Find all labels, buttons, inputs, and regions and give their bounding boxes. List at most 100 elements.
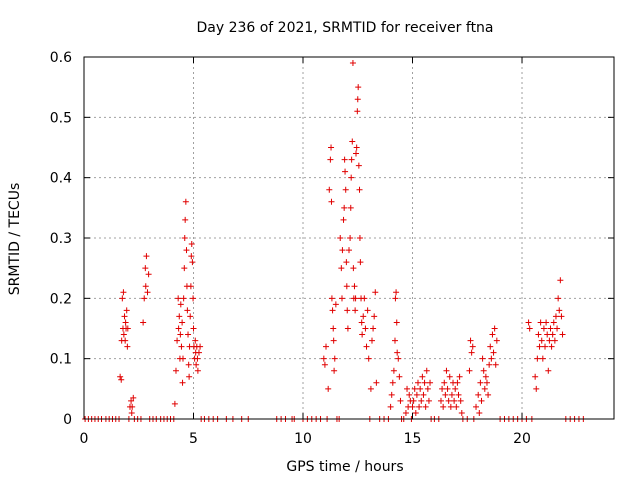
data-point — [552, 313, 559, 320]
data-point — [358, 319, 365, 326]
data-point — [356, 235, 363, 241]
data-point — [371, 313, 378, 320]
data-point — [487, 343, 494, 350]
data-point — [178, 343, 185, 350]
data-point — [548, 343, 555, 350]
data-point — [338, 295, 345, 302]
data-point — [342, 186, 349, 193]
data-point — [395, 355, 402, 362]
data-point — [121, 313, 128, 320]
data-point — [559, 331, 566, 338]
data-point — [391, 337, 398, 344]
data-point — [124, 343, 131, 350]
data-point — [389, 379, 396, 386]
data-point — [427, 379, 434, 386]
data-point — [342, 168, 349, 175]
data-point — [437, 397, 444, 404]
data-point — [123, 307, 130, 314]
data-point — [129, 403, 136, 410]
data-point — [367, 385, 374, 392]
y-tick-label: 0.1 — [50, 352, 72, 368]
data-point — [550, 319, 557, 326]
data-point — [337, 235, 344, 241]
data-point — [177, 331, 184, 338]
data-point — [392, 295, 399, 302]
data-point — [402, 409, 409, 416]
data-point — [364, 307, 371, 314]
data-point — [411, 385, 418, 392]
data-point — [455, 391, 462, 398]
data-point — [194, 355, 201, 362]
data-point — [537, 319, 544, 326]
data-point — [469, 343, 476, 350]
data-point — [179, 355, 186, 362]
data-point — [341, 156, 348, 163]
y-tick-label: 0.6 — [50, 50, 72, 66]
data-point — [328, 295, 335, 302]
data-point — [353, 150, 360, 157]
data-point — [326, 186, 333, 193]
data-point — [181, 235, 188, 241]
data-point — [193, 361, 200, 368]
data-point — [346, 247, 352, 254]
data-point — [357, 259, 364, 266]
data-point — [185, 361, 192, 368]
data-point — [190, 295, 197, 302]
data-point — [540, 325, 547, 332]
data-point — [483, 379, 490, 386]
data-point — [140, 319, 147, 326]
data-point — [488, 355, 495, 362]
data-point — [351, 283, 358, 290]
data-point — [189, 259, 196, 266]
data-point — [194, 367, 201, 374]
data-point — [447, 403, 454, 410]
data-point — [373, 379, 380, 386]
x-tick-label: 0 — [80, 431, 89, 447]
data-point — [185, 331, 192, 338]
x-axis-label: GPS time / hours — [286, 459, 403, 475]
data-point — [363, 343, 370, 350]
data-point — [372, 289, 379, 296]
data-point — [338, 265, 345, 272]
data-point — [413, 391, 420, 398]
y-tick-label: 0.5 — [50, 110, 72, 126]
data-point — [349, 60, 356, 67]
data-point — [188, 241, 195, 248]
data-point — [128, 397, 135, 404]
data-point — [393, 289, 400, 296]
data-point — [416, 403, 423, 410]
data-point — [352, 307, 359, 314]
data-point — [388, 391, 395, 398]
data-point — [122, 319, 129, 326]
data-point — [532, 373, 539, 380]
data-point — [117, 373, 124, 380]
data-point — [452, 385, 459, 392]
x-tick-label: 20 — [513, 431, 531, 447]
data-point — [558, 313, 565, 320]
data-point — [323, 343, 330, 350]
data-point — [544, 331, 551, 338]
data-point — [479, 355, 486, 362]
data-point — [533, 385, 540, 392]
data-point — [412, 409, 419, 416]
x-tick-label: 15 — [404, 431, 422, 447]
data-point — [181, 265, 188, 272]
data-point — [491, 325, 498, 332]
data-point — [347, 204, 354, 211]
data-point — [393, 319, 400, 326]
data-point — [183, 247, 190, 254]
data-point — [320, 355, 327, 362]
data-point — [538, 337, 545, 344]
data-point — [456, 373, 463, 380]
data-point — [549, 331, 556, 338]
data-point — [350, 265, 357, 272]
data-point — [526, 325, 533, 332]
data-point — [348, 156, 355, 163]
data-point — [118, 376, 125, 383]
data-point — [451, 397, 458, 404]
data-point — [348, 174, 355, 181]
data-point — [325, 385, 332, 392]
data-point — [359, 331, 366, 338]
data-point — [362, 325, 369, 332]
